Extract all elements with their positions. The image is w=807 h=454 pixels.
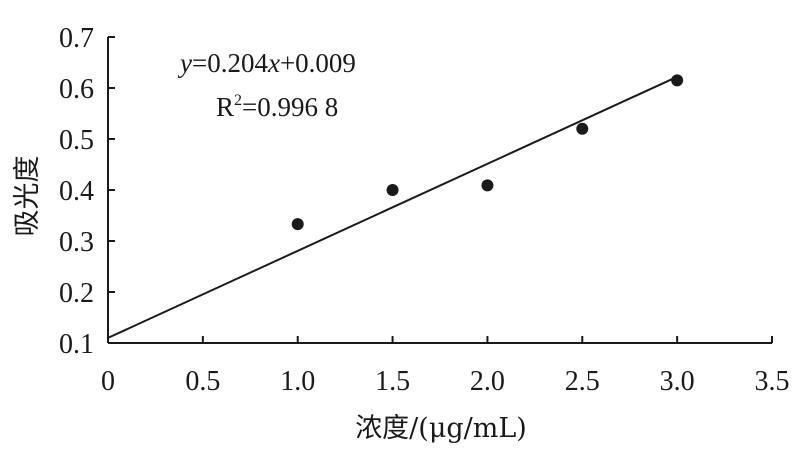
- y-axis-title: 吸光度: [12, 156, 43, 237]
- y-tick-label: 0.3: [59, 227, 94, 258]
- equation-y-var: y: [177, 48, 192, 78]
- x-tick-label: 2.0: [470, 366, 505, 397]
- equation-coefficient: =0.204: [192, 48, 268, 78]
- x-tick-label: 3.0: [660, 366, 695, 397]
- y-axis-ticks: 0.1 0.2 0.3 0.4 0.5 0.6 0.7: [59, 23, 115, 360]
- data-points: [291, 74, 684, 231]
- data-point: [576, 122, 589, 135]
- x-tick-label: 3.5: [755, 366, 790, 397]
- data-point: [671, 74, 684, 87]
- y-tick-label: 0.6: [59, 74, 94, 105]
- x-tick-label: 0.5: [185, 366, 220, 397]
- x-axis-title: 浓度/(μg/mL): [355, 413, 527, 444]
- equation-x-var: x: [267, 48, 280, 78]
- data-point: [386, 184, 399, 196]
- data-point: [481, 179, 494, 192]
- y-tick-label: 0.7: [59, 23, 94, 54]
- r-squared-value: =0.996 8: [242, 92, 338, 122]
- x-tick-label: 0: [101, 366, 115, 397]
- r-squared-r: R: [216, 92, 234, 122]
- x-tick-label: 1.5: [375, 366, 410, 397]
- y-tick-label: 0.4: [59, 176, 94, 207]
- r-squared-superscript: 2: [234, 92, 242, 109]
- regression-line: [107, 75, 678, 339]
- y-tick-label: 0.1: [59, 329, 94, 360]
- x-tick-label: 1.0: [280, 366, 315, 397]
- regression-equation: y=0.204x+0.009: [177, 48, 356, 78]
- y-tick-label: 0.5: [59, 125, 94, 156]
- x-axis-ticks: 0 0.5 1.0 1.5 2.0 2.5 3.0 3.5: [101, 336, 790, 397]
- fit-line-group: [107, 75, 678, 339]
- x-tick-label: 2.5: [565, 366, 600, 397]
- data-point: [291, 218, 304, 231]
- y-tick-label: 0.2: [59, 278, 94, 309]
- equation-intercept: +0.009: [280, 48, 356, 78]
- r-squared-label: R2=0.996 8: [216, 92, 338, 122]
